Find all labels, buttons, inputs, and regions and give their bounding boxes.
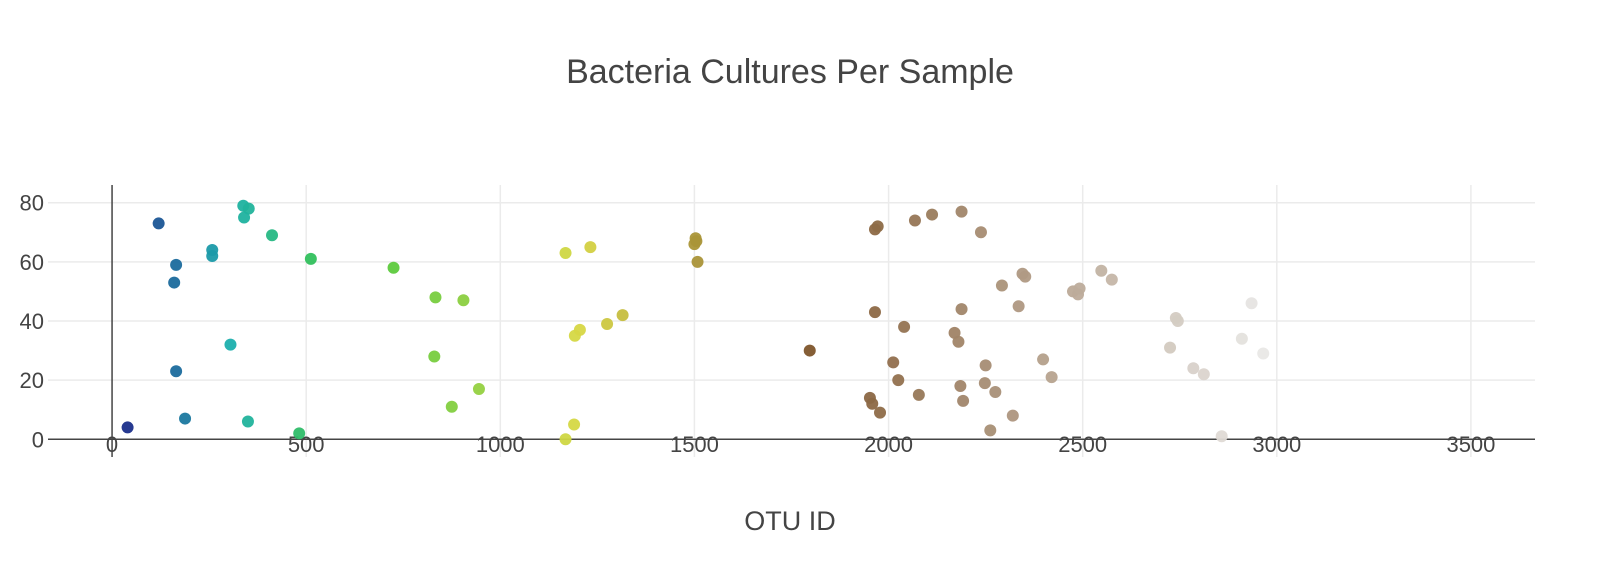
data-point <box>584 241 597 254</box>
data-point <box>866 397 879 410</box>
y-tick-label: 40 <box>20 309 44 334</box>
data-point <box>957 394 970 407</box>
y-tick-label: 0 <box>32 427 44 452</box>
plot-area: 0 500 1000 1500 2000 2500 3000 3500 0 20 40 60 80 <box>20 185 1535 457</box>
axes <box>48 185 1535 457</box>
data-point <box>445 400 458 413</box>
data-point <box>887 356 900 369</box>
data-point <box>472 383 485 395</box>
data-point <box>1006 409 1019 422</box>
data-point <box>1105 273 1118 286</box>
data-point <box>168 276 181 289</box>
data-point <box>293 427 306 440</box>
data-point <box>908 214 921 227</box>
data-point <box>559 247 572 259</box>
data-point <box>995 279 1008 292</box>
data-point <box>206 249 219 262</box>
data-point <box>559 433 572 446</box>
x-tick-label: 2000 <box>864 432 913 457</box>
data-point <box>954 380 967 393</box>
data-point <box>1245 297 1258 310</box>
data-point <box>179 412 192 425</box>
data-point <box>892 374 905 387</box>
data-point <box>304 252 317 265</box>
data-point <box>898 320 911 333</box>
data-point <box>691 255 704 268</box>
tick-labels: 0 500 1000 1500 2000 2500 3000 3500 0 20 40 60 80 <box>20 191 1496 457</box>
data-point <box>568 418 581 431</box>
data-point <box>242 202 255 215</box>
data-point <box>1012 300 1025 313</box>
data-point <box>989 385 1002 398</box>
data-point <box>457 294 470 307</box>
data-point <box>984 424 997 437</box>
data-point <box>1045 371 1058 384</box>
data-point <box>266 229 279 242</box>
data-point <box>978 377 991 390</box>
x-tick-label: 3500 <box>1446 432 1495 457</box>
data-point <box>428 350 441 363</box>
data-point <box>689 232 702 245</box>
data-point <box>1019 270 1032 283</box>
x-tick-label: 3000 <box>1252 432 1301 457</box>
data-point <box>601 317 614 330</box>
data-point <box>387 261 400 274</box>
data-point <box>955 303 968 316</box>
data-point <box>1073 282 1086 295</box>
data-point <box>974 226 987 239</box>
grid-lines <box>48 185 1535 457</box>
data-point <box>1235 332 1248 345</box>
data-point <box>121 421 134 434</box>
data-point <box>152 217 165 230</box>
data-point <box>979 359 992 372</box>
x-tick-label: 500 <box>288 432 325 457</box>
data-point <box>1095 264 1108 277</box>
x-tick-label: 2500 <box>1058 432 1107 457</box>
data-point <box>616 309 629 322</box>
x-tick-label: 1000 <box>476 432 525 457</box>
data-point <box>1197 368 1210 381</box>
data-point <box>868 306 881 319</box>
data-point <box>1257 347 1270 360</box>
y-tick-label: 20 <box>20 368 44 393</box>
data-point <box>573 323 586 336</box>
data-point <box>1171 315 1184 327</box>
data-point <box>952 335 965 348</box>
data-point <box>241 415 254 428</box>
data-point <box>170 258 183 271</box>
data-point <box>238 211 251 224</box>
data-points <box>121 199 1270 446</box>
y-tick-label: 60 <box>20 250 44 275</box>
chart-title: Bacteria Cultures Per Sample <box>566 53 1014 91</box>
data-point <box>1164 341 1177 354</box>
data-point <box>926 208 939 221</box>
data-point <box>874 406 887 419</box>
data-point <box>871 220 884 233</box>
data-point <box>803 344 816 357</box>
data-point <box>1037 353 1050 366</box>
x-axis-title: OTU ID <box>744 506 836 536</box>
data-point <box>224 338 237 351</box>
data-point <box>955 205 968 218</box>
data-point <box>170 365 183 378</box>
x-tick-label: 1500 <box>670 432 719 457</box>
data-point <box>912 388 925 401</box>
data-point <box>429 291 442 304</box>
x-tick-label: 0 <box>106 432 118 457</box>
y-tick-label: 80 <box>20 191 44 216</box>
data-point <box>1187 362 1200 375</box>
data-point <box>1215 430 1228 443</box>
